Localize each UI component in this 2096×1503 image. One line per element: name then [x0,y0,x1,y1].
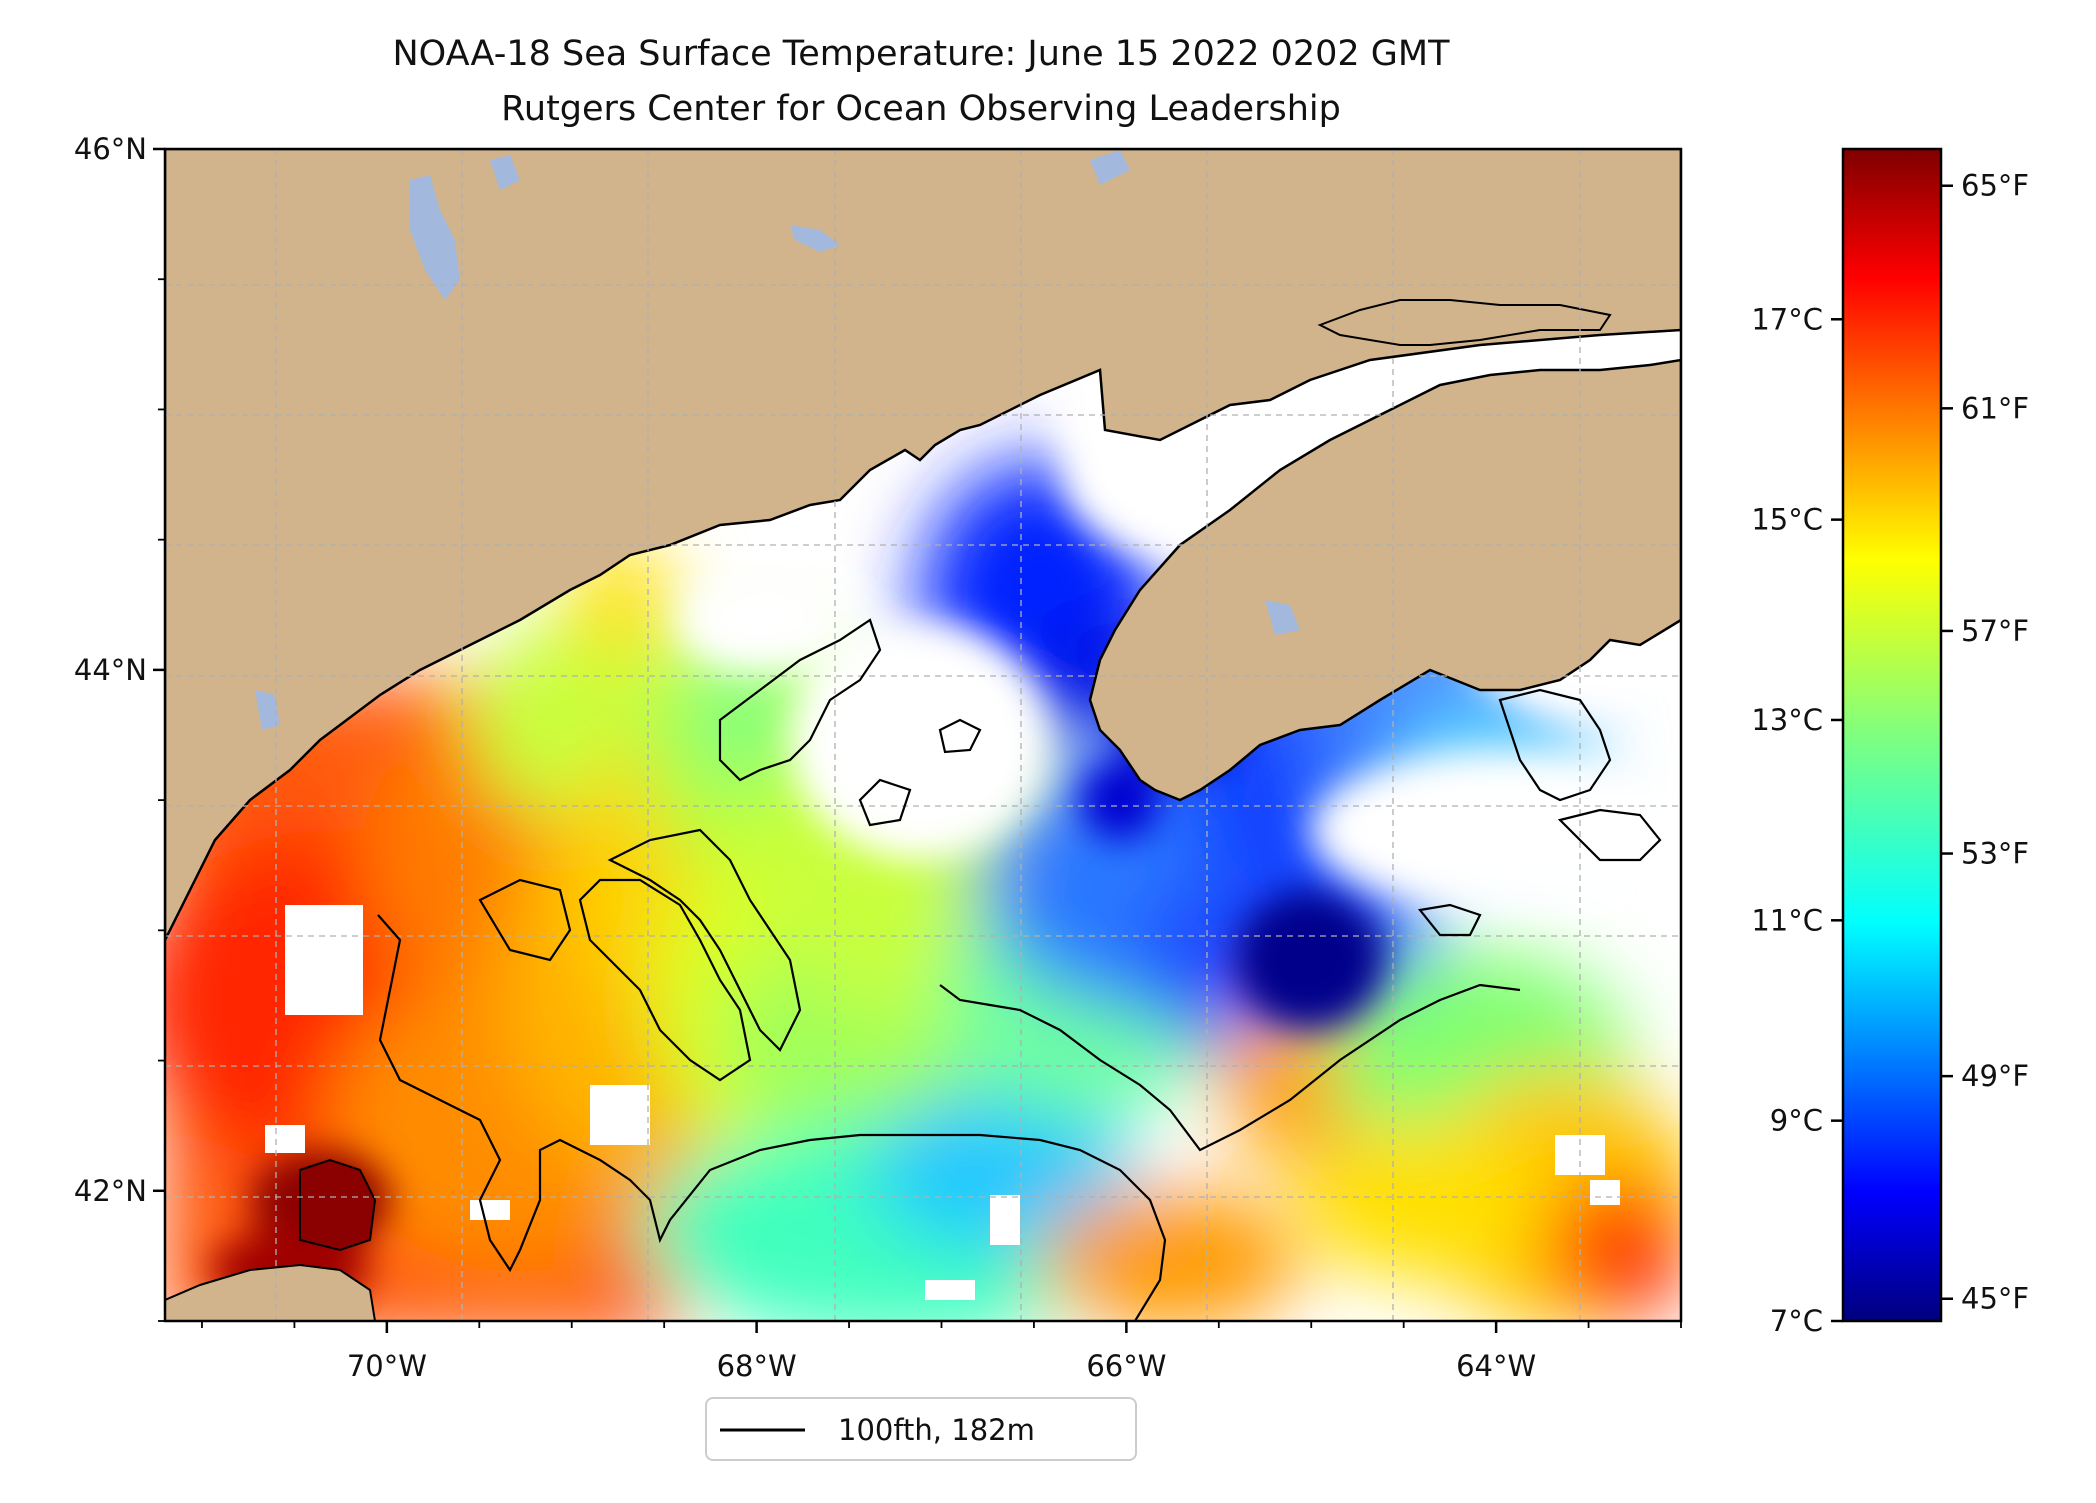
map-frame [163,147,1683,1323]
land-pei [1317,299,1612,346]
colorbar-fahrenheit-axis: 45°F 49°F 53°F 57°F 61°F 65°F [1941,169,2029,1316]
lon-tick-label: 70°W [347,1349,427,1383]
legend-box [705,1397,1137,1461]
colorbar-gradient [1841,147,1943,1323]
fahrenheit-tick-label: 57°F [1961,614,2029,648]
land-nova-scotia [1088,358,1681,802]
celsius-tick-label: 15°C [1751,503,1823,537]
gridlines [165,149,1681,1321]
latitude-axis: 46°N 44°N 42°N [74,132,165,1322]
celsius-tick-label: 13°C [1751,703,1823,737]
celsius-tick-label: 17°C [1751,302,1823,336]
longitude-axis: 70°W 68°W 66°W 64°W [201,1321,1682,1383]
lat-tick-label: 46°N [74,132,147,166]
map-area [165,149,1681,1321]
fahrenheit-tick-label: 61°F [1961,391,2029,425]
sst-field [165,290,1681,1321]
legend-label: 100fth, 182m [838,1413,1035,1447]
map-title-line1: NOAA-18 Sea Surface Temperature: June 15… [392,34,1450,74]
land-cape-cod [165,1263,377,1321]
celsius-tick-label: 7°C [1770,1304,1823,1338]
lon-tick-label: 66°W [1086,1349,1166,1383]
fahrenheit-tick-label: 65°F [1961,169,2029,203]
celsius-tick-label: 11°C [1751,903,1823,937]
lakes [255,150,1300,730]
celsius-tick-label: 9°C [1770,1104,1823,1138]
fahrenheit-tick-label: 45°F [1961,1282,2029,1316]
land-new-england-canada [165,149,1681,941]
lat-tick-label: 42°N [74,1174,147,1208]
isobath-legend: 100fth, 182m [705,1397,1137,1461]
land [165,149,1681,1321]
fahrenheit-tick-label: 49°F [1961,1059,2029,1093]
map-title-line2: Rutgers Center for Ocean Observing Leade… [501,89,1341,129]
lon-tick-label: 64°W [1456,1349,1536,1383]
fahrenheit-tick-label: 53°F [1961,837,2029,871]
colorbar: 7°C 9°C 11°C 13°C 15°C 17°C 45°F 49°F 53°F 57°F 6… [1751,147,2029,1338]
lon-tick-label: 68°W [717,1349,797,1383]
cape-cod-bay [299,1158,377,1252]
colorbar-celsius-axis: 7°C 9°C 11°C 13°C 15°C 17°C [1751,302,1843,1338]
isobath-100fth [377,618,1662,1321]
lat-tick-label: 44°N [74,653,147,687]
